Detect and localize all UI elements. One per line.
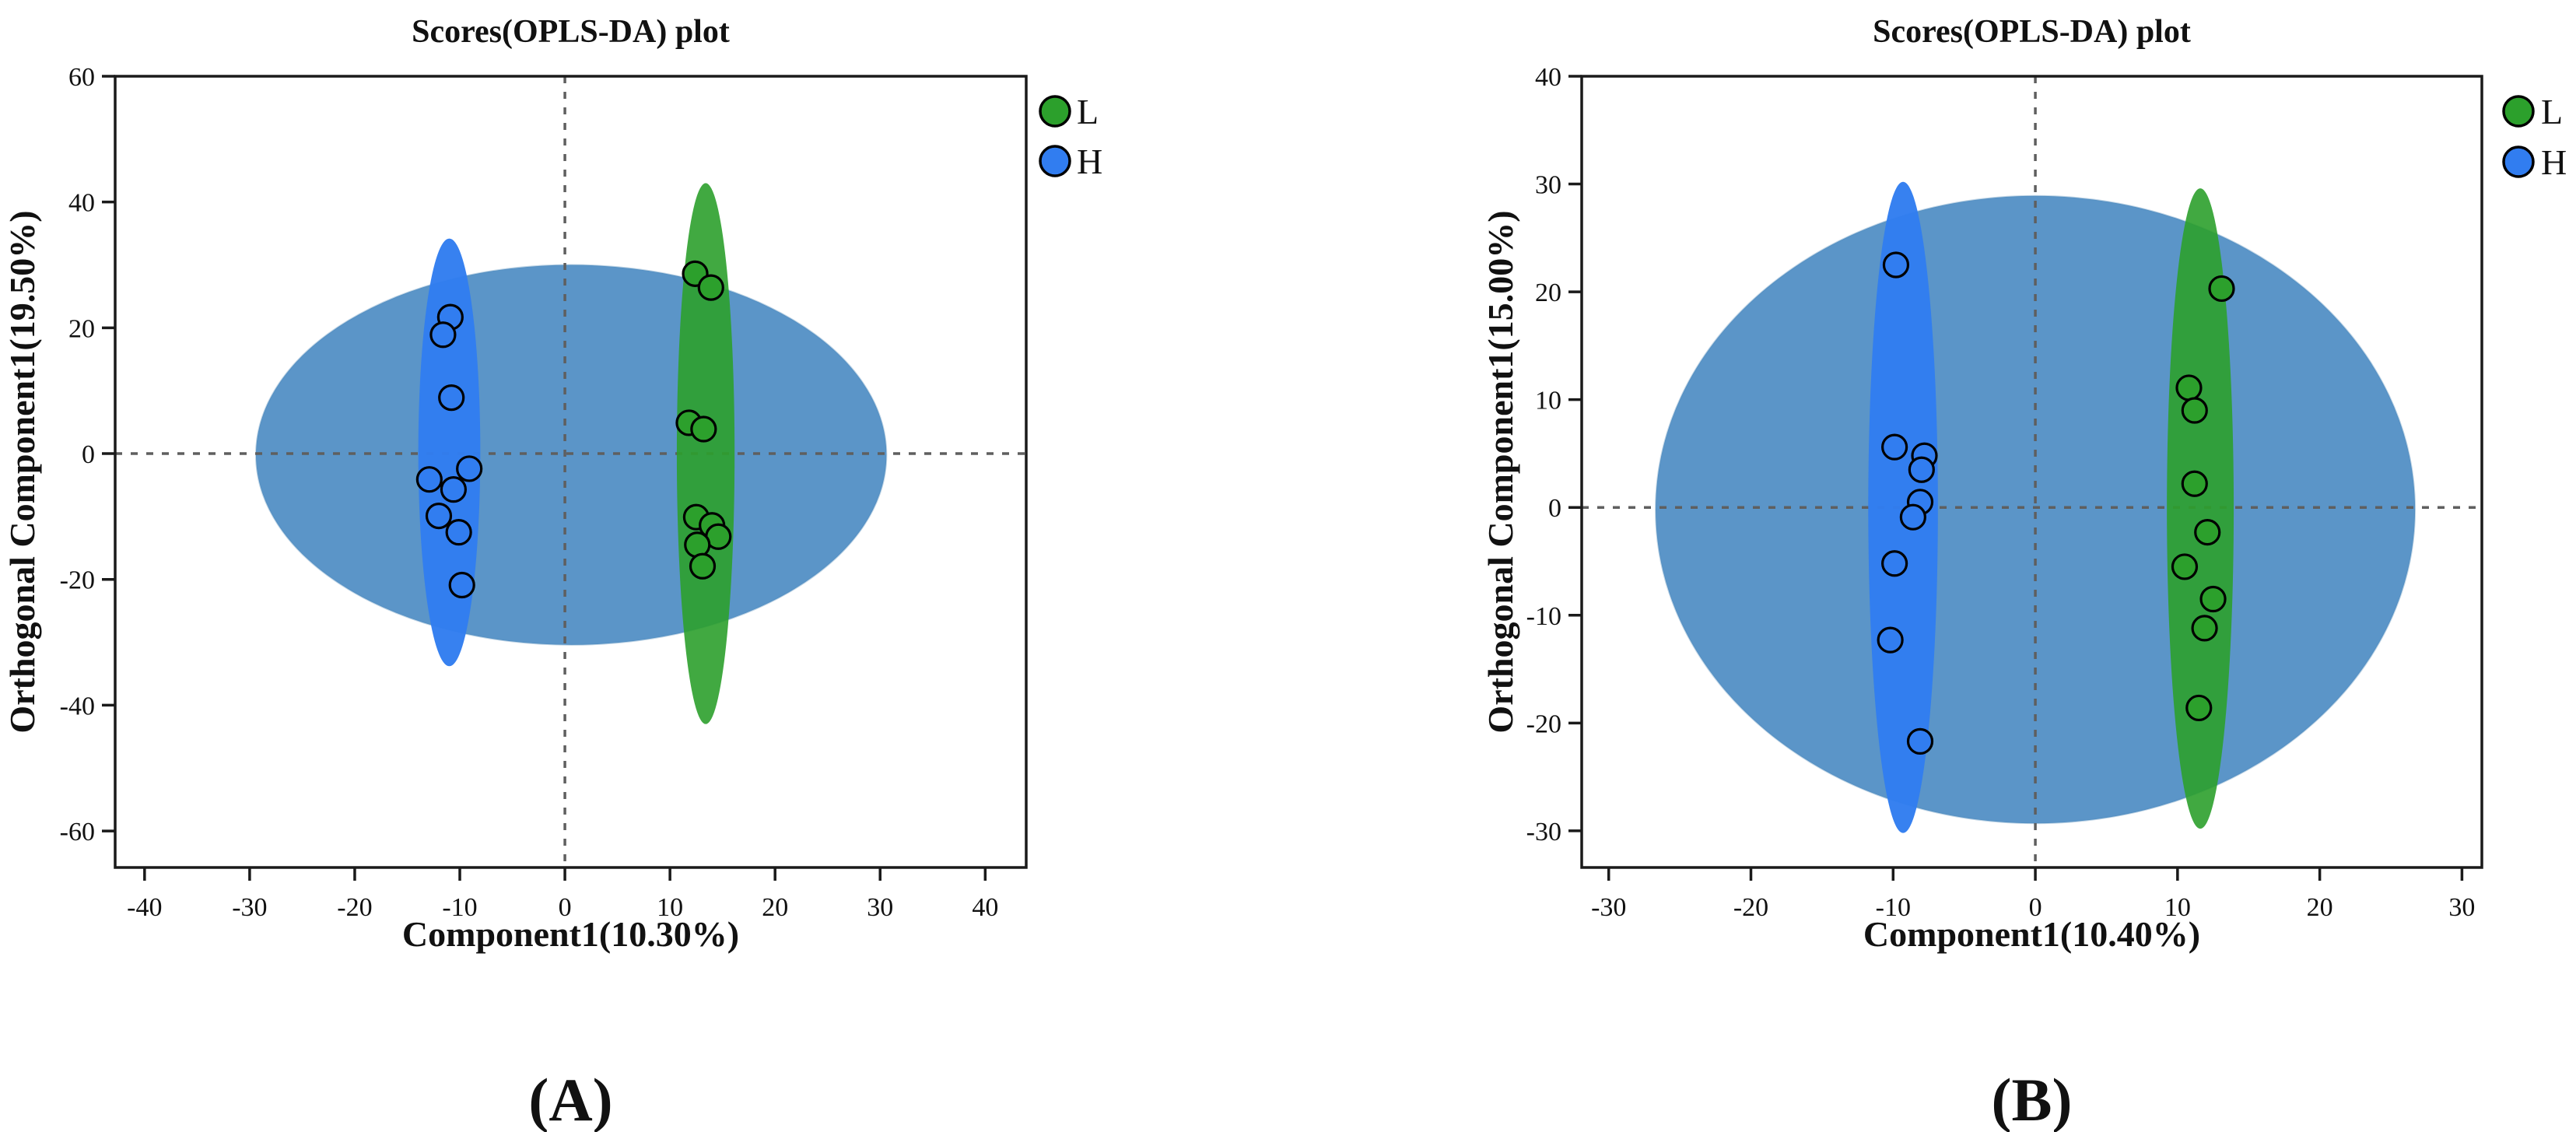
data-point-L <box>2191 615 2218 642</box>
data-point-L <box>2208 275 2235 303</box>
data-point-H <box>1877 626 1904 654</box>
data-point-H <box>438 384 465 412</box>
data-point-H <box>429 321 457 349</box>
x-tick-label: -40 <box>127 893 162 922</box>
x-tick-label: 20 <box>2307 893 2333 922</box>
panel-caption-b: (B) <box>1992 1066 2073 1132</box>
data-point-L <box>684 531 711 559</box>
y-tick-label: -20 <box>1526 710 1561 738</box>
panel-caption-a: (A) <box>528 1066 612 1132</box>
confidence-ellipse-group-L <box>676 183 735 724</box>
plot-a: -40 -30 -20 -10 0 10 20 30 40 60 40 20 0 -20 -40 -60 Sco… <box>2 14 1102 1132</box>
x-tick-label: 40 <box>972 893 998 922</box>
data-point-H <box>425 502 453 530</box>
data-point-L <box>2199 585 2227 613</box>
y-axis-label: Orthogonal Component1(15.00%) <box>1481 210 1520 733</box>
legend: LH <box>2502 92 2567 182</box>
confidence-ellipse-group-L <box>2167 188 2234 829</box>
y-tick-label: -30 <box>1526 818 1561 846</box>
data-point-L <box>2171 553 2199 580</box>
legend-label-H: H <box>1077 142 1102 181</box>
x-tick-label: -30 <box>232 893 267 922</box>
y-tick-label: -60 <box>60 818 95 846</box>
data-point-H <box>1899 503 1926 531</box>
data-point-L <box>2194 518 2221 546</box>
y-tick-label: 10 <box>1535 387 1561 415</box>
data-point-H <box>456 455 483 482</box>
data-point-L <box>697 274 724 301</box>
legend-swatch-H <box>1039 145 1071 177</box>
data-point-H <box>1906 727 1934 755</box>
legend-label-L: L <box>1077 92 1099 131</box>
x-tick-label: -20 <box>1733 893 1768 922</box>
x-tick-label: 0 <box>2029 893 2042 922</box>
chart-title: Scores(OPLS-DA) plot <box>412 14 730 50</box>
confidence-ellipse-hotelling <box>1655 195 2417 825</box>
y-tick-label: -10 <box>1526 602 1561 631</box>
legend-label-H: H <box>2541 142 2567 182</box>
data-point-H <box>1881 550 1908 577</box>
data-point-L <box>2185 694 2213 722</box>
legend-swatch-H <box>2502 145 2535 178</box>
data-point-H <box>448 571 475 599</box>
legend-swatch-L <box>1039 95 1071 128</box>
x-axis-label: Component1(10.40%) <box>1863 914 2200 954</box>
data-point-L <box>2175 374 2203 401</box>
plot-b: -30 -20 -10 0 10 20 30 40 30 20 10 0 -10 -20 -30 Scores… <box>1481 14 2567 1132</box>
y-tick-label: -20 <box>60 566 95 595</box>
y-tick-label: -40 <box>60 692 95 720</box>
x-tick-label: 10 <box>657 893 683 922</box>
chart-title: Scores(OPLS-DA) plot <box>1873 14 2191 50</box>
data-point-H <box>415 466 443 493</box>
x-tick-label: 30 <box>2448 893 2475 922</box>
data-point-L <box>690 415 717 443</box>
data-point-H <box>1882 251 1910 279</box>
y-tick-label: 40 <box>1535 63 1561 92</box>
data-point-H <box>1881 433 1908 461</box>
plot-frame <box>1580 75 2483 869</box>
x-tick-label: -10 <box>442 893 477 922</box>
legend-swatch-L <box>2502 95 2535 128</box>
plot-frame <box>114 75 1028 869</box>
y-tick-label: 60 <box>68 63 95 92</box>
data-point-L <box>2181 470 2208 497</box>
legend: LH <box>1039 92 1102 181</box>
legend-label-L: L <box>2541 92 2563 131</box>
y-tick-label: 40 <box>68 189 95 218</box>
data-point-H <box>440 476 468 503</box>
y-tick-label: 0 <box>82 440 95 469</box>
confidence-ellipse-group-H <box>1868 181 1938 833</box>
x-axis-label: Component1(10.30%) <box>402 914 739 954</box>
y-tick-label: 30 <box>1535 171 1561 200</box>
confidence-ellipse-group-H <box>418 238 481 667</box>
x-tick-label: 0 <box>559 893 572 922</box>
x-tick-label: -10 <box>1876 893 1911 922</box>
data-point-L <box>689 552 717 580</box>
x-tick-label: 30 <box>867 893 893 922</box>
x-tick-label: 20 <box>762 893 788 922</box>
x-tick-label: -20 <box>337 893 372 922</box>
y-tick-label: 0 <box>1548 494 1561 523</box>
data-point-L <box>2181 397 2208 424</box>
y-tick-label: 20 <box>1535 279 1561 307</box>
y-axis-label: Orthogonal Component1(19.50%) <box>2 210 42 733</box>
data-point-H <box>1908 456 1935 483</box>
y-tick-label: 20 <box>68 314 95 343</box>
x-tick-label: 10 <box>2164 893 2191 922</box>
data-point-H <box>445 519 472 546</box>
x-tick-label: -30 <box>1591 893 1626 922</box>
